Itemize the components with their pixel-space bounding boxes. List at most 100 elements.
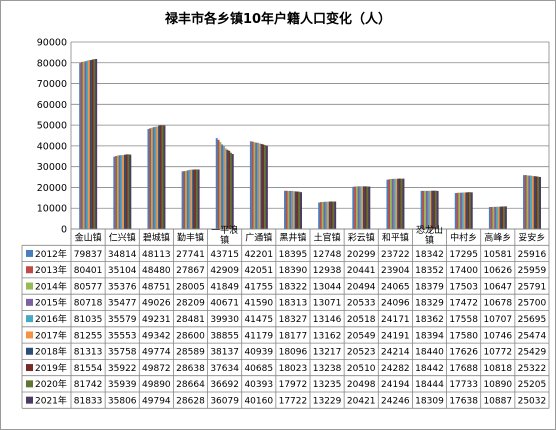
data-label: 10647	[483, 282, 512, 292]
data-label: 24096	[381, 299, 410, 309]
y-tick-label: 20000	[37, 183, 67, 194]
data-label: 13229	[313, 396, 342, 406]
data-label: 17688	[449, 364, 478, 374]
bar	[465, 192, 468, 229]
data-label: 28638	[176, 364, 205, 374]
bar	[183, 171, 186, 229]
bar	[221, 144, 224, 229]
data-label: 18442	[415, 364, 444, 374]
data-label: 17733	[449, 380, 478, 390]
data-label: 20510	[347, 364, 376, 374]
data-label: 25474	[518, 331, 547, 341]
bar	[539, 176, 542, 229]
data-label: 37634	[210, 364, 239, 374]
data-label: 35104	[108, 266, 137, 276]
data-label: 18309	[415, 396, 444, 406]
series-name: 2016年	[35, 313, 67, 325]
data-label: 81742	[74, 380, 103, 390]
category-label: 一平浪镇	[211, 224, 238, 246]
bar	[93, 59, 96, 229]
data-label: 81833	[74, 396, 103, 406]
bar	[354, 186, 357, 229]
category-label: 彩云镇	[348, 232, 375, 244]
bar	[147, 129, 150, 229]
legend-key	[26, 266, 33, 274]
bar	[79, 63, 82, 229]
bar	[395, 178, 398, 229]
bar	[391, 178, 394, 229]
data-label: 20518	[347, 315, 376, 325]
bar	[195, 169, 198, 229]
bar	[425, 190, 428, 229]
bar	[181, 171, 184, 229]
series-name: 2014年	[35, 280, 67, 292]
bar	[400, 178, 403, 229]
y-tick-label: 70000	[37, 79, 67, 90]
data-label: 40939	[244, 348, 273, 358]
bar	[158, 125, 161, 229]
data-label: 40393	[244, 380, 273, 390]
bar	[222, 146, 225, 229]
bar	[398, 178, 401, 229]
y-tick-label: 90000	[37, 38, 67, 49]
data-label: 24246	[381, 396, 410, 406]
y-tick-label: 0	[61, 225, 67, 236]
data-label: 40160	[244, 396, 273, 406]
bar	[467, 192, 470, 229]
bar	[362, 186, 365, 229]
bar	[468, 192, 471, 229]
data-label: 81313	[74, 348, 103, 358]
bar	[537, 176, 540, 229]
bar	[251, 141, 254, 229]
data-label: 10707	[483, 315, 512, 325]
data-label: 41590	[244, 299, 273, 309]
bar	[526, 175, 529, 229]
category-label: 高峰乡	[484, 232, 511, 244]
bar	[323, 201, 326, 229]
data-label: 41475	[244, 315, 273, 325]
bar	[497, 206, 500, 229]
data-label: 20549	[347, 331, 376, 341]
category-label: 和平镇	[382, 232, 409, 244]
bar	[321, 201, 324, 229]
legend-key	[26, 331, 33, 339]
bar	[185, 170, 188, 229]
y-tick-label: 40000	[37, 141, 67, 152]
data-label: 49231	[142, 315, 171, 325]
bar	[219, 142, 222, 229]
data-label: 18023	[279, 364, 308, 374]
bar	[535, 176, 538, 229]
data-label: 49872	[142, 364, 171, 374]
bar	[496, 206, 498, 229]
bar	[431, 190, 434, 229]
bar	[291, 190, 294, 229]
bar	[325, 201, 328, 229]
data-label: 23904	[381, 266, 410, 276]
chart-title: 禄丰市各乡镇10年户籍人口变化（人）	[164, 12, 392, 27]
data-label: 17722	[279, 396, 308, 406]
bar	[424, 190, 427, 229]
data-label: 48751	[142, 282, 171, 292]
bar	[154, 126, 157, 229]
bar	[264, 145, 267, 229]
data-label: 18390	[279, 266, 308, 276]
bar	[84, 61, 87, 229]
series-name: 2018年	[35, 346, 67, 358]
data-label: 20441	[347, 266, 376, 276]
bar	[352, 186, 355, 229]
bar	[436, 190, 439, 229]
bar	[361, 186, 364, 229]
bar	[530, 175, 533, 229]
data-label: 18329	[415, 299, 444, 309]
bar	[186, 170, 189, 229]
data-label: 35939	[108, 380, 137, 390]
bar	[226, 149, 229, 229]
bar	[332, 201, 335, 229]
bar	[228, 150, 231, 229]
data-label: 38855	[210, 331, 239, 341]
legend-key	[26, 364, 33, 372]
legend-key	[26, 298, 33, 306]
data-label: 81554	[74, 364, 103, 374]
bar	[151, 127, 154, 229]
category-label: 仁兴镇	[109, 232, 136, 244]
